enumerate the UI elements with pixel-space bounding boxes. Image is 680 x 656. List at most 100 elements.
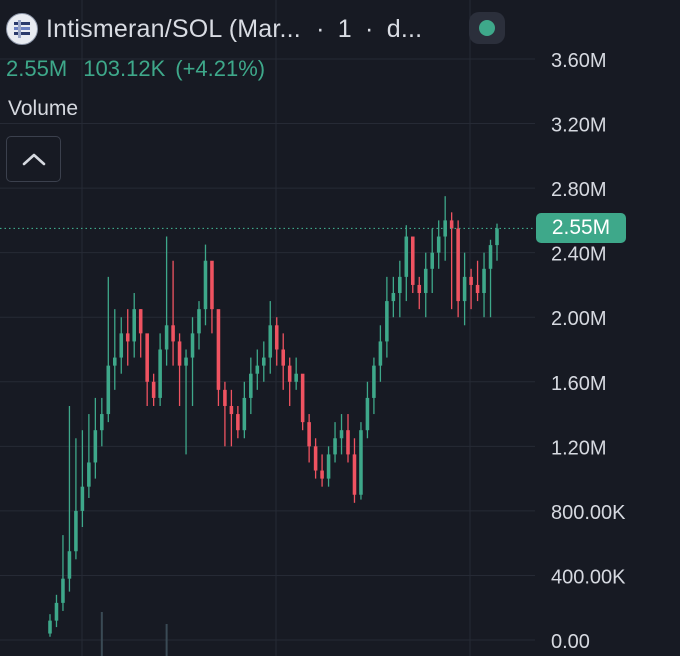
candle (132, 293, 136, 358)
candle-body (294, 373, 298, 382)
candle (372, 357, 376, 415)
candle (87, 414, 91, 498)
chart-grid (0, 0, 535, 656)
candle (495, 223, 499, 261)
interval-label: 1 (337, 14, 352, 43)
candle-body (411, 236, 415, 285)
candle-body (333, 438, 337, 455)
collapse-indicators-button[interactable] (6, 136, 61, 182)
candle (287, 357, 292, 406)
candle (320, 454, 324, 487)
candle-body (287, 365, 292, 382)
candle-body (80, 486, 85, 511)
candle (365, 381, 370, 439)
candle (346, 414, 350, 463)
y-axis-tick-label: 2.00M (551, 308, 607, 330)
candle-body (203, 260, 208, 310)
candle (138, 309, 143, 358)
candle (339, 414, 344, 455)
candle-body (197, 309, 201, 334)
candle (223, 381, 227, 447)
candle (378, 325, 383, 382)
candle-body (158, 349, 162, 398)
candle-body (145, 333, 149, 382)
candle (404, 225, 409, 302)
candle (80, 430, 85, 528)
candle (307, 414, 311, 463)
candle-body (436, 236, 441, 253)
candle (48, 614, 52, 637)
candle (456, 220, 460, 318)
candle-body (54, 602, 59, 621)
candle-body (320, 470, 324, 479)
candle-body (385, 301, 389, 342)
candle (119, 317, 124, 374)
candle (469, 268, 473, 310)
candle-body (210, 260, 214, 310)
candle (190, 317, 195, 406)
candle-body (398, 276, 402, 294)
candle-body (326, 454, 331, 479)
candle-body (430, 252, 434, 269)
y-axis-tick-label: 2.40M (551, 244, 607, 266)
last-price-value: 2.55M (6, 56, 68, 81)
timeframe-label: d... (386, 14, 423, 43)
candle (411, 236, 415, 294)
market-status-pill[interactable] (469, 12, 505, 44)
candle (443, 196, 447, 261)
candle (300, 373, 305, 431)
candle-body (223, 389, 227, 406)
candle-body (488, 245, 493, 269)
candle-body (475, 284, 480, 294)
candle (385, 276, 389, 358)
candle (326, 446, 331, 487)
candle (333, 422, 337, 463)
candle-body (184, 357, 188, 366)
candle-body (125, 333, 130, 342)
y-axis-tick-label: 400.00K (551, 566, 626, 588)
candle-body (48, 620, 52, 634)
candle-body (190, 333, 195, 358)
chart-title[interactable]: Intismeran/SOL (Mar... · 1 · d... (46, 15, 422, 44)
candle-body (61, 578, 65, 603)
candle-body (93, 430, 98, 463)
candle (255, 349, 260, 390)
candle (430, 228, 434, 294)
chart-header: Intismeran/SOL (Mar... · 1 · d... (6, 12, 422, 46)
candle-body (177, 341, 182, 366)
candle-body (236, 414, 240, 431)
candle-body (262, 357, 266, 366)
candle-body (443, 220, 447, 237)
candle (125, 309, 130, 366)
candle (145, 333, 149, 406)
candle (475, 260, 480, 302)
candle-body (359, 430, 363, 495)
candle (210, 260, 214, 334)
volume-indicator-label[interactable]: Volume (8, 97, 79, 120)
candle-body (482, 268, 486, 294)
candle (274, 317, 279, 366)
candle-body (462, 276, 467, 302)
candle-body (391, 293, 396, 302)
candle-body (346, 430, 350, 455)
candle-body (171, 325, 175, 342)
candle (93, 397, 98, 479)
candle (359, 422, 363, 500)
candle (249, 357, 253, 415)
candle (177, 333, 182, 406)
candle-body (151, 381, 156, 398)
candle (216, 309, 221, 406)
candle (423, 252, 428, 318)
candle-series (48, 196, 499, 637)
candle (158, 333, 162, 406)
candle (391, 276, 396, 318)
candle-body (281, 349, 285, 366)
candle-body (74, 510, 78, 552)
candle-body (229, 405, 234, 415)
candle (449, 212, 454, 310)
candle (113, 309, 117, 390)
y-axis-tick-label: 3.60M (551, 50, 607, 72)
candle (67, 405, 72, 592)
token-logo-icon[interactable] (6, 13, 38, 45)
